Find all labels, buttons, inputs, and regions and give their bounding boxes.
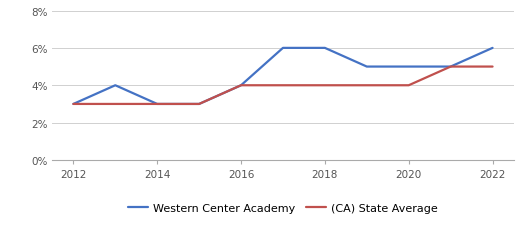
(CA) State Average <box>406 85 412 87</box>
Legend: Western Center Academy, (CA) State Average: Western Center Academy, (CA) State Avera… <box>124 199 442 217</box>
Line: (CA) State Average: (CA) State Average <box>73 67 493 104</box>
Western Center Academy <box>322 47 328 50</box>
(CA) State Average <box>154 103 160 106</box>
Western Center Academy <box>280 47 286 50</box>
Western Center Academy <box>70 103 77 106</box>
Western Center Academy <box>196 103 202 106</box>
Western Center Academy <box>154 103 160 106</box>
Western Center Academy <box>406 66 412 69</box>
(CA) State Average <box>70 103 77 106</box>
(CA) State Average <box>196 103 202 106</box>
Western Center Academy <box>489 47 496 50</box>
(CA) State Average <box>112 103 118 106</box>
(CA) State Average <box>280 85 286 87</box>
Western Center Academy <box>364 66 370 69</box>
(CA) State Average <box>447 66 454 69</box>
(CA) State Average <box>322 85 328 87</box>
(CA) State Average <box>364 85 370 87</box>
(CA) State Average <box>238 85 244 87</box>
Western Center Academy <box>447 66 454 69</box>
(CA) State Average <box>489 66 496 69</box>
Western Center Academy <box>112 85 118 87</box>
Line: Western Center Academy: Western Center Academy <box>73 49 493 104</box>
Western Center Academy <box>238 85 244 87</box>
